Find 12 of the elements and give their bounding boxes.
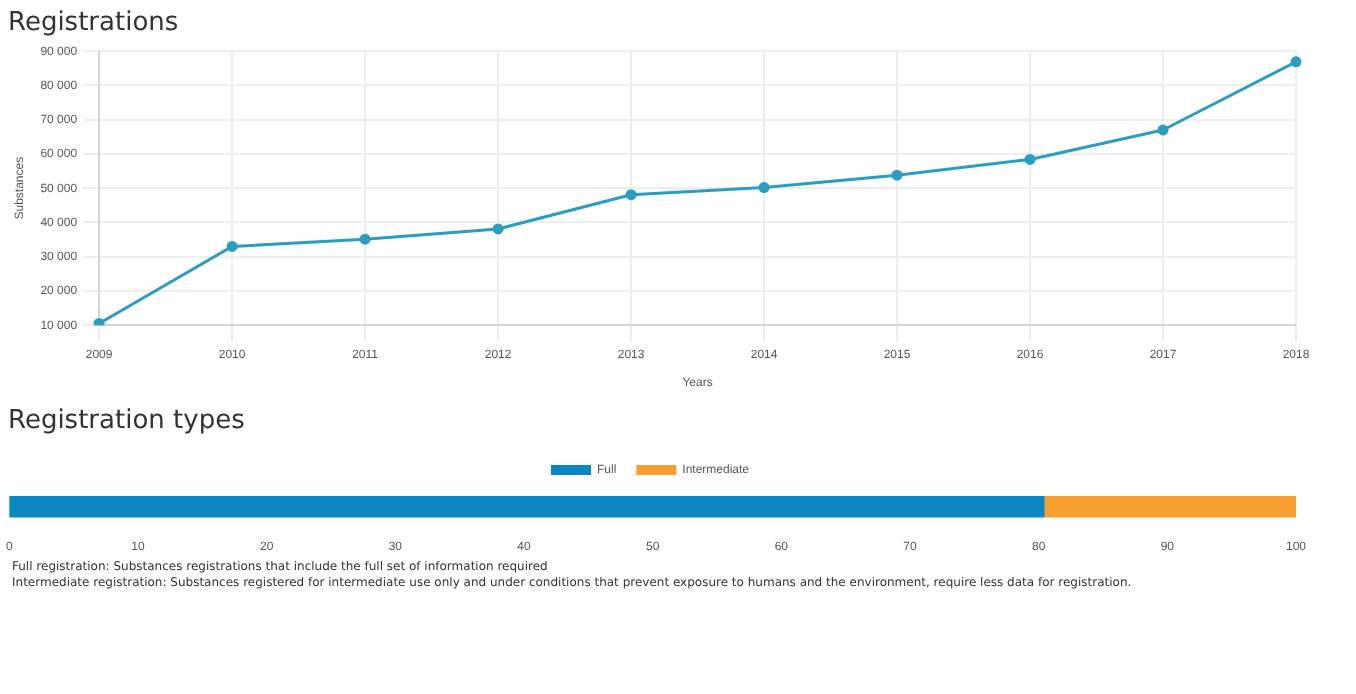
chart-title: Registration types [6,404,247,436]
point [93,317,105,326]
point [1024,153,1036,165]
point [359,233,371,245]
point [891,169,903,181]
point [226,240,238,252]
point [625,189,637,201]
chart-title: Registrations [6,6,181,38]
point [758,182,770,194]
point [492,223,504,235]
point [1290,56,1302,68]
point [1157,124,1169,136]
